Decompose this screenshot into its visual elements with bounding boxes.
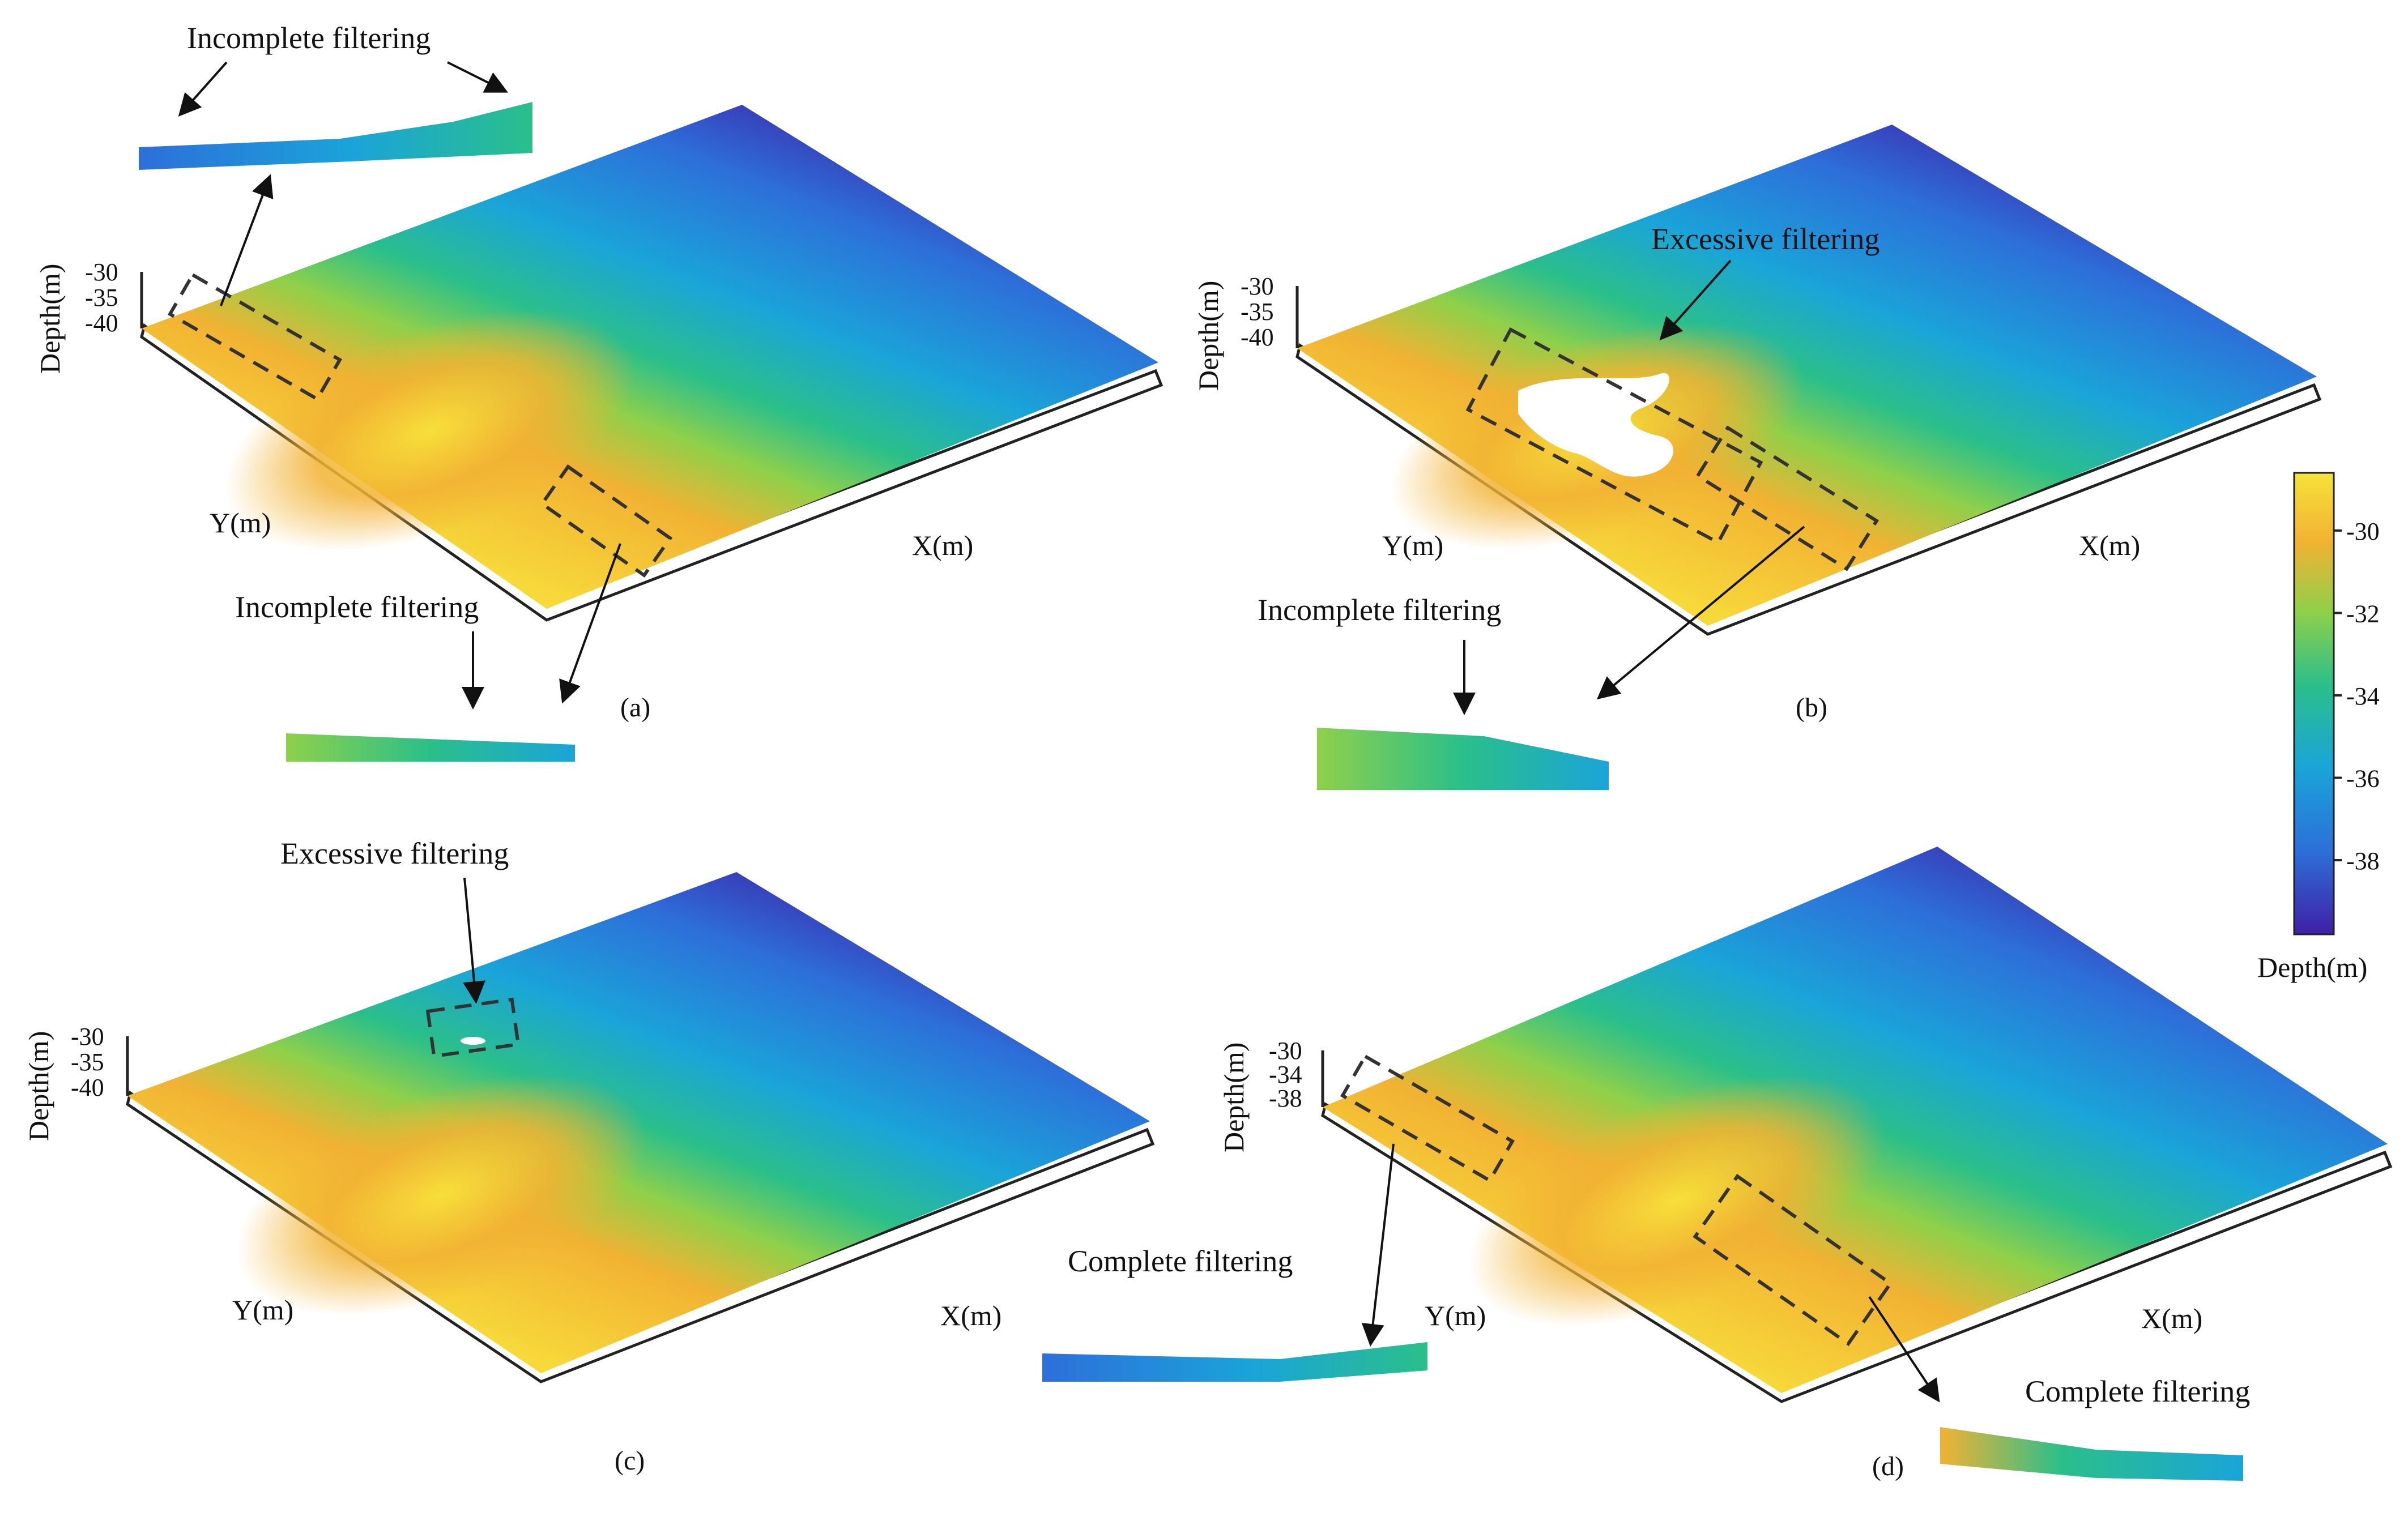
panel-a-y-label: Y(m) xyxy=(210,507,271,539)
panel-d-box-left xyxy=(1340,1054,1515,1183)
panel-c-y-label: Y(m) xyxy=(232,1294,293,1326)
colorbar-tick-label: -38 xyxy=(2346,847,2380,875)
panel-c-annotation: Excessive filtering xyxy=(280,836,509,870)
panel-a-z-label: Depth(m) xyxy=(34,264,66,374)
panel-a-annotation-bottom: Incomplete filtering xyxy=(235,590,479,624)
panel-b-annotation-top: Excessive filtering xyxy=(1651,222,1879,256)
panel-a-box-right xyxy=(539,464,673,578)
panel-b-z-tick-2: -35 xyxy=(1241,298,1274,326)
panel-a-arrow-to-profile-bottom xyxy=(559,543,621,704)
panel-d-y-label: Y(m) xyxy=(1425,1300,1486,1331)
panel-d-z-tick-3: -38 xyxy=(1269,1084,1302,1112)
panel-d-z-label: Depth(m) xyxy=(1218,1043,1250,1152)
panel-a-shoal xyxy=(225,309,636,552)
panel-b: -30 -35 -40 Depth(m) Y(m) X(m) (b) Exces… xyxy=(1192,125,2322,790)
panel-c-z-tick-2: -35 xyxy=(71,1048,104,1076)
panel-a: -30 -35 -40 Depth(m) Y(m) X(m) (a) Incom… xyxy=(34,21,1163,762)
panel-c-x-label: X(m) xyxy=(940,1300,1001,1331)
panel-c-letter: (c) xyxy=(615,1446,645,1476)
panel-b-surface xyxy=(1297,125,2317,626)
panel-c-arrow xyxy=(463,877,485,1004)
colorbar-ramp xyxy=(2293,472,2335,935)
panel-d-x-label: X(m) xyxy=(2141,1302,2202,1334)
colorbar-label: Depth(m) xyxy=(2257,951,2367,983)
panel-a-z-tick-1: -30 xyxy=(85,258,118,286)
panel-d-arrow-left xyxy=(1361,1143,1395,1347)
panel-b-x-label: X(m) xyxy=(2079,529,2140,561)
panel-c-z-tick-1: -30 xyxy=(71,1023,104,1050)
colorbar: -30 -32 -34 -36 -38 Depth(m) xyxy=(2257,472,2380,983)
panel-b-arrow-top xyxy=(1659,259,1732,340)
panel-d-profile-left xyxy=(1042,1342,1427,1382)
panel-c-z-tick-3: -40 xyxy=(71,1074,104,1101)
colorbar-tick-label: -34 xyxy=(2346,682,2380,710)
panel-a-z-tick-3: -40 xyxy=(85,309,118,337)
panel-a-x-label: X(m) xyxy=(912,529,973,561)
panel-d-annotation-right: Complete filtering xyxy=(2025,1374,2250,1408)
colorbar-ticks: -30 -32 -34 -36 -38 xyxy=(2334,518,2380,875)
panel-d-box-right xyxy=(1693,1173,1893,1347)
colorbar-tick-label: -36 xyxy=(2346,764,2380,792)
panel-a-arrow-to-profile-top xyxy=(220,174,274,306)
panel-b-arrow-to-profile-bottom xyxy=(1596,526,1805,700)
panel-b-y-label: Y(m) xyxy=(1382,529,1443,561)
panel-a-annotation-top: Incomplete filtering xyxy=(187,21,431,55)
panel-a-box-left xyxy=(167,272,343,401)
colorbar-tick-label: -30 xyxy=(2346,518,2380,545)
panel-c-box xyxy=(425,997,521,1058)
panel-b-filtered-hole xyxy=(1518,373,1673,477)
panel-a-z-tick-2: -35 xyxy=(85,284,118,311)
panel-c-z-label: Depth(m) xyxy=(23,1031,54,1141)
panel-d-letter: (d) xyxy=(1872,1451,1904,1481)
panel-d-z-tick-1: -30 xyxy=(1269,1037,1302,1065)
panel-b-z-tick-3: -40 xyxy=(1241,323,1274,351)
panel-a-profile-top xyxy=(139,102,532,170)
panel-c-shoal xyxy=(236,1074,647,1316)
panel-d-shoal xyxy=(1468,1075,1885,1326)
panel-c: -30 -35 -40 Depth(m) Y(m) X(m) (c) Exces… xyxy=(23,836,1155,1476)
colorbar-tick-label: -32 xyxy=(2346,600,2380,627)
panel-a-arrow-top-left xyxy=(178,61,228,117)
panel-b-letter: (b) xyxy=(1796,693,1827,723)
panel-a-profile-bottom xyxy=(286,733,575,762)
panel-b-box-right xyxy=(1695,425,1879,571)
panel-d-profile-right xyxy=(1940,1427,2243,1481)
panel-a-arrow-top-right xyxy=(447,61,509,93)
panel-b-annotation-bottom: Incomplete filtering xyxy=(1258,593,1501,627)
panel-c-filtered-spot xyxy=(461,1037,485,1045)
panel-b-z-tick-1: -30 xyxy=(1241,272,1274,300)
panel-d-z-tick-2: -34 xyxy=(1269,1061,1302,1088)
panel-b-profile-bottom xyxy=(1317,728,1609,790)
panel-d-arrow-right xyxy=(1868,1296,1940,1403)
panel-b-z-label: Depth(m) xyxy=(1192,281,1224,391)
panel-d-annotation-left: Complete filtering xyxy=(1068,1244,1293,1278)
panel-d: -30 -34 -38 Depth(m) Y(m) X(m) (d) Compl… xyxy=(1042,847,2393,1481)
panel-a-letter: (a) xyxy=(620,693,650,723)
